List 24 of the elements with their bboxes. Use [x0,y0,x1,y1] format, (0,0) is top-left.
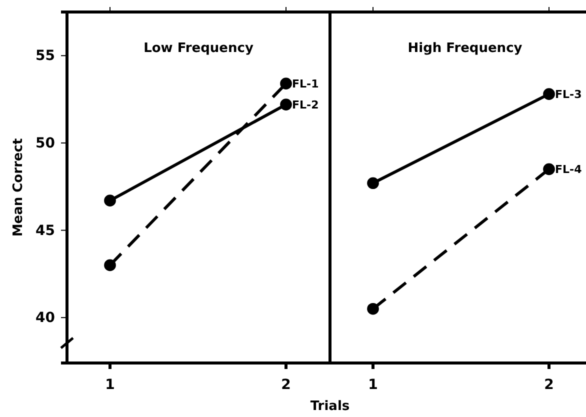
text: High Frequency [408,41,523,56]
point [104,194,116,206]
text: Low Frequency [144,41,254,56]
point [367,302,379,315]
point [367,177,379,190]
x-tick-label: 2 [281,376,291,393]
series-label: FL-4 [555,163,582,176]
point [543,163,555,176]
series-label: FL-1 [292,78,319,91]
y-tick-label: 45 [36,222,55,239]
y-tick-label: 50 [36,135,56,152]
point [280,98,292,110]
series-label: FL-3 [555,88,582,102]
point [543,88,555,100]
x-tick-label: 1 [368,376,378,393]
x-tick-label: 1 [105,376,115,393]
series-label: FL-2 [292,98,319,112]
point [104,259,116,272]
x-axis-title: Trials [310,399,350,414]
x-tick-label: 2 [544,376,554,393]
y-axis-title: Mean Correct [11,138,26,237]
point [280,78,292,90]
y-tick-label: 40 [36,310,56,326]
y-tick-label: 55 [36,48,55,64]
